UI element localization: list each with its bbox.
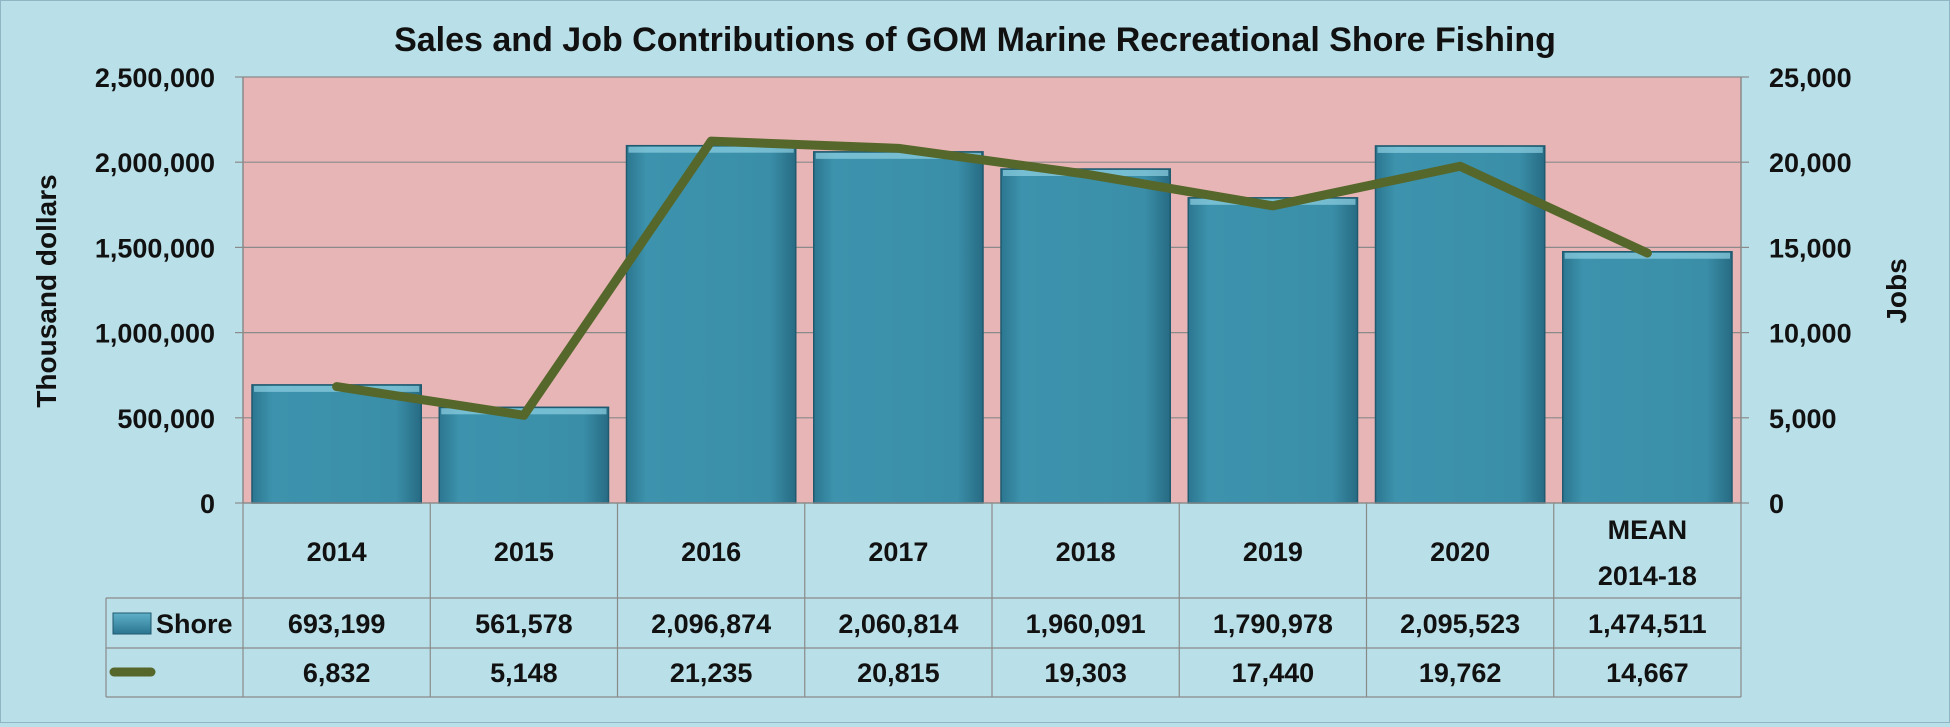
legend-key-shore: [112, 612, 152, 635]
jobs-line: [332, 136, 1652, 420]
data-label-shore: 2,095,523: [1400, 609, 1520, 639]
y2-tick-label: 15,000: [1769, 233, 1852, 263]
y2-tick-label: 10,000: [1769, 319, 1852, 349]
x-tick-label: 2016: [681, 537, 741, 567]
y-tick-label: 1,500,000: [95, 233, 215, 263]
data-label-jobs: 19,762: [1419, 658, 1502, 688]
y-tick-label: 1,000,000: [95, 319, 215, 349]
y-tick-label: 500,000: [117, 404, 215, 434]
x-tick-label: 2014: [307, 537, 367, 567]
y2-tick-label: 20,000: [1769, 148, 1852, 178]
y2-tick-label: 0: [1769, 489, 1784, 519]
data-label-shore: 561,578: [475, 609, 573, 639]
y2-axis-label: Jobs: [1881, 258, 1912, 323]
x-tick-label: 2014-18: [1598, 561, 1697, 591]
data-label-jobs: 14,667: [1606, 658, 1689, 688]
data-label-shore: 693,199: [288, 609, 386, 639]
y-tick-label: 2,500,000: [95, 63, 215, 93]
y-tick-label: 0: [200, 489, 215, 519]
y-tick-label: 2,000,000: [95, 148, 215, 178]
data-label-jobs: 20,815: [857, 658, 940, 688]
bar-shore: [1187, 197, 1359, 504]
bar-shore: [438, 406, 610, 504]
bar-shore: [251, 384, 422, 504]
data-label-jobs: 6,832: [303, 658, 371, 688]
x-tick-label: 2020: [1430, 537, 1490, 567]
data-label-jobs: 5,148: [490, 658, 558, 688]
y2-tick-label: 25,000: [1769, 63, 1852, 93]
x-tick-label: MEAN: [1608, 515, 1688, 545]
data-label-shore: 1,960,091: [1026, 609, 1146, 639]
y-axis-label: Thousand dollars: [31, 174, 62, 407]
bar-top-highlight: [815, 152, 981, 159]
x-tick-label: 2019: [1243, 537, 1303, 567]
bar-shore: [1000, 168, 1171, 504]
bar-shore: [813, 151, 984, 504]
legend-label-shore: Shore: [156, 609, 233, 639]
data-label-jobs: 21,235: [670, 658, 753, 688]
data-label-jobs: 17,440: [1232, 658, 1315, 688]
bar-shore: [1562, 250, 1733, 504]
data-label-shore: 1,790,978: [1213, 609, 1333, 639]
x-tick-label: 2017: [868, 537, 928, 567]
chart-title: Sales and Job Contributions of GOM Marin…: [394, 21, 1556, 59]
y2-tick-label: 5,000: [1769, 404, 1837, 434]
bar-top-highlight: [1377, 146, 1543, 153]
x-tick-label: 2018: [1056, 537, 1116, 567]
bar-shore: [1374, 145, 1546, 504]
data-label-shore: 2,060,814: [838, 609, 958, 639]
bar-top-highlight: [628, 146, 794, 153]
data-label-jobs: 19,303: [1044, 658, 1127, 688]
bar-shore: [625, 144, 797, 504]
x-tick-label: 2015: [494, 537, 554, 567]
data-label-shore: 2,096,874: [651, 609, 771, 639]
data-label-shore: 1,474,511: [1588, 609, 1707, 639]
